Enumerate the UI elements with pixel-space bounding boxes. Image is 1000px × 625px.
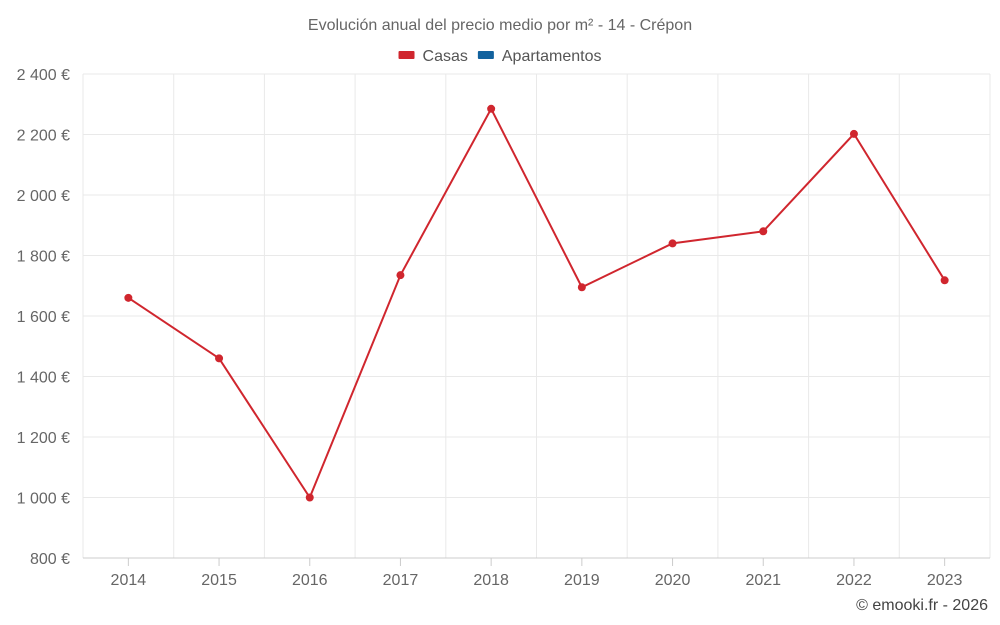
x-tick-label: 2014 bbox=[111, 572, 147, 589]
y-tick-label: 2 400 € bbox=[17, 67, 70, 84]
data-point[interactable] bbox=[668, 239, 677, 248]
data-point[interactable] bbox=[215, 354, 224, 363]
series-line-casas bbox=[127, 106, 946, 500]
y-tick-label: 1 400 € bbox=[17, 370, 70, 387]
legend-item-casas[interactable]: Casas bbox=[398, 48, 468, 65]
x-tick-label: 2018 bbox=[473, 572, 509, 589]
data-point[interactable] bbox=[849, 129, 858, 138]
y-tick-label: 1 200 € bbox=[17, 430, 70, 447]
series-layer bbox=[124, 104, 949, 502]
x-tick-label: 2020 bbox=[655, 572, 691, 589]
x-tick-label: 2016 bbox=[292, 572, 328, 589]
legend-swatch bbox=[398, 51, 415, 59]
x-tick-label: 2023 bbox=[927, 572, 963, 589]
legend-label: Apartamentos bbox=[502, 48, 602, 65]
credit-text: © emooki.fr - 2026 bbox=[856, 597, 988, 614]
x-tick-label: 2015 bbox=[201, 572, 237, 589]
data-point[interactable] bbox=[487, 104, 496, 113]
data-point[interactable] bbox=[759, 227, 768, 236]
y-tick-label: 1 600 € bbox=[17, 309, 70, 326]
grid-lines bbox=[82, 73, 991, 559]
data-point[interactable] bbox=[396, 271, 405, 280]
x-tick-label: 2021 bbox=[745, 572, 781, 589]
data-point[interactable] bbox=[124, 293, 133, 302]
legend-label: Casas bbox=[423, 48, 468, 65]
data-point[interactable] bbox=[305, 493, 314, 502]
data-point[interactable] bbox=[577, 283, 586, 292]
legend-swatch bbox=[477, 51, 494, 59]
y-tick-label: 2 200 € bbox=[17, 128, 70, 145]
y-tick-label: 800 € bbox=[30, 551, 70, 568]
y-tick-label: 1 800 € bbox=[17, 249, 70, 266]
y-tick-label: 1 000 € bbox=[17, 491, 70, 508]
legend: Casas Apartamentos bbox=[398, 48, 602, 65]
y-tick-label: 2 000 € bbox=[17, 188, 70, 205]
data-point[interactable] bbox=[940, 276, 949, 285]
x-axis: 2014 2015 2016 2017 2018 2019 2020 2021 2022 2023 bbox=[111, 558, 963, 589]
legend-item-apartamentos[interactable]: Apartamentos bbox=[477, 48, 602, 65]
x-tick-label: 2017 bbox=[383, 572, 419, 589]
x-tick-label: 2019 bbox=[564, 572, 600, 589]
chart-title: Evolución anual del precio medio por m² … bbox=[308, 17, 692, 34]
x-tick-label: 2022 bbox=[836, 572, 872, 589]
y-axis: 800 € 1 000 € 1 200 € 1 400 € 1 600 € 1 800 €… bbox=[17, 67, 70, 568]
